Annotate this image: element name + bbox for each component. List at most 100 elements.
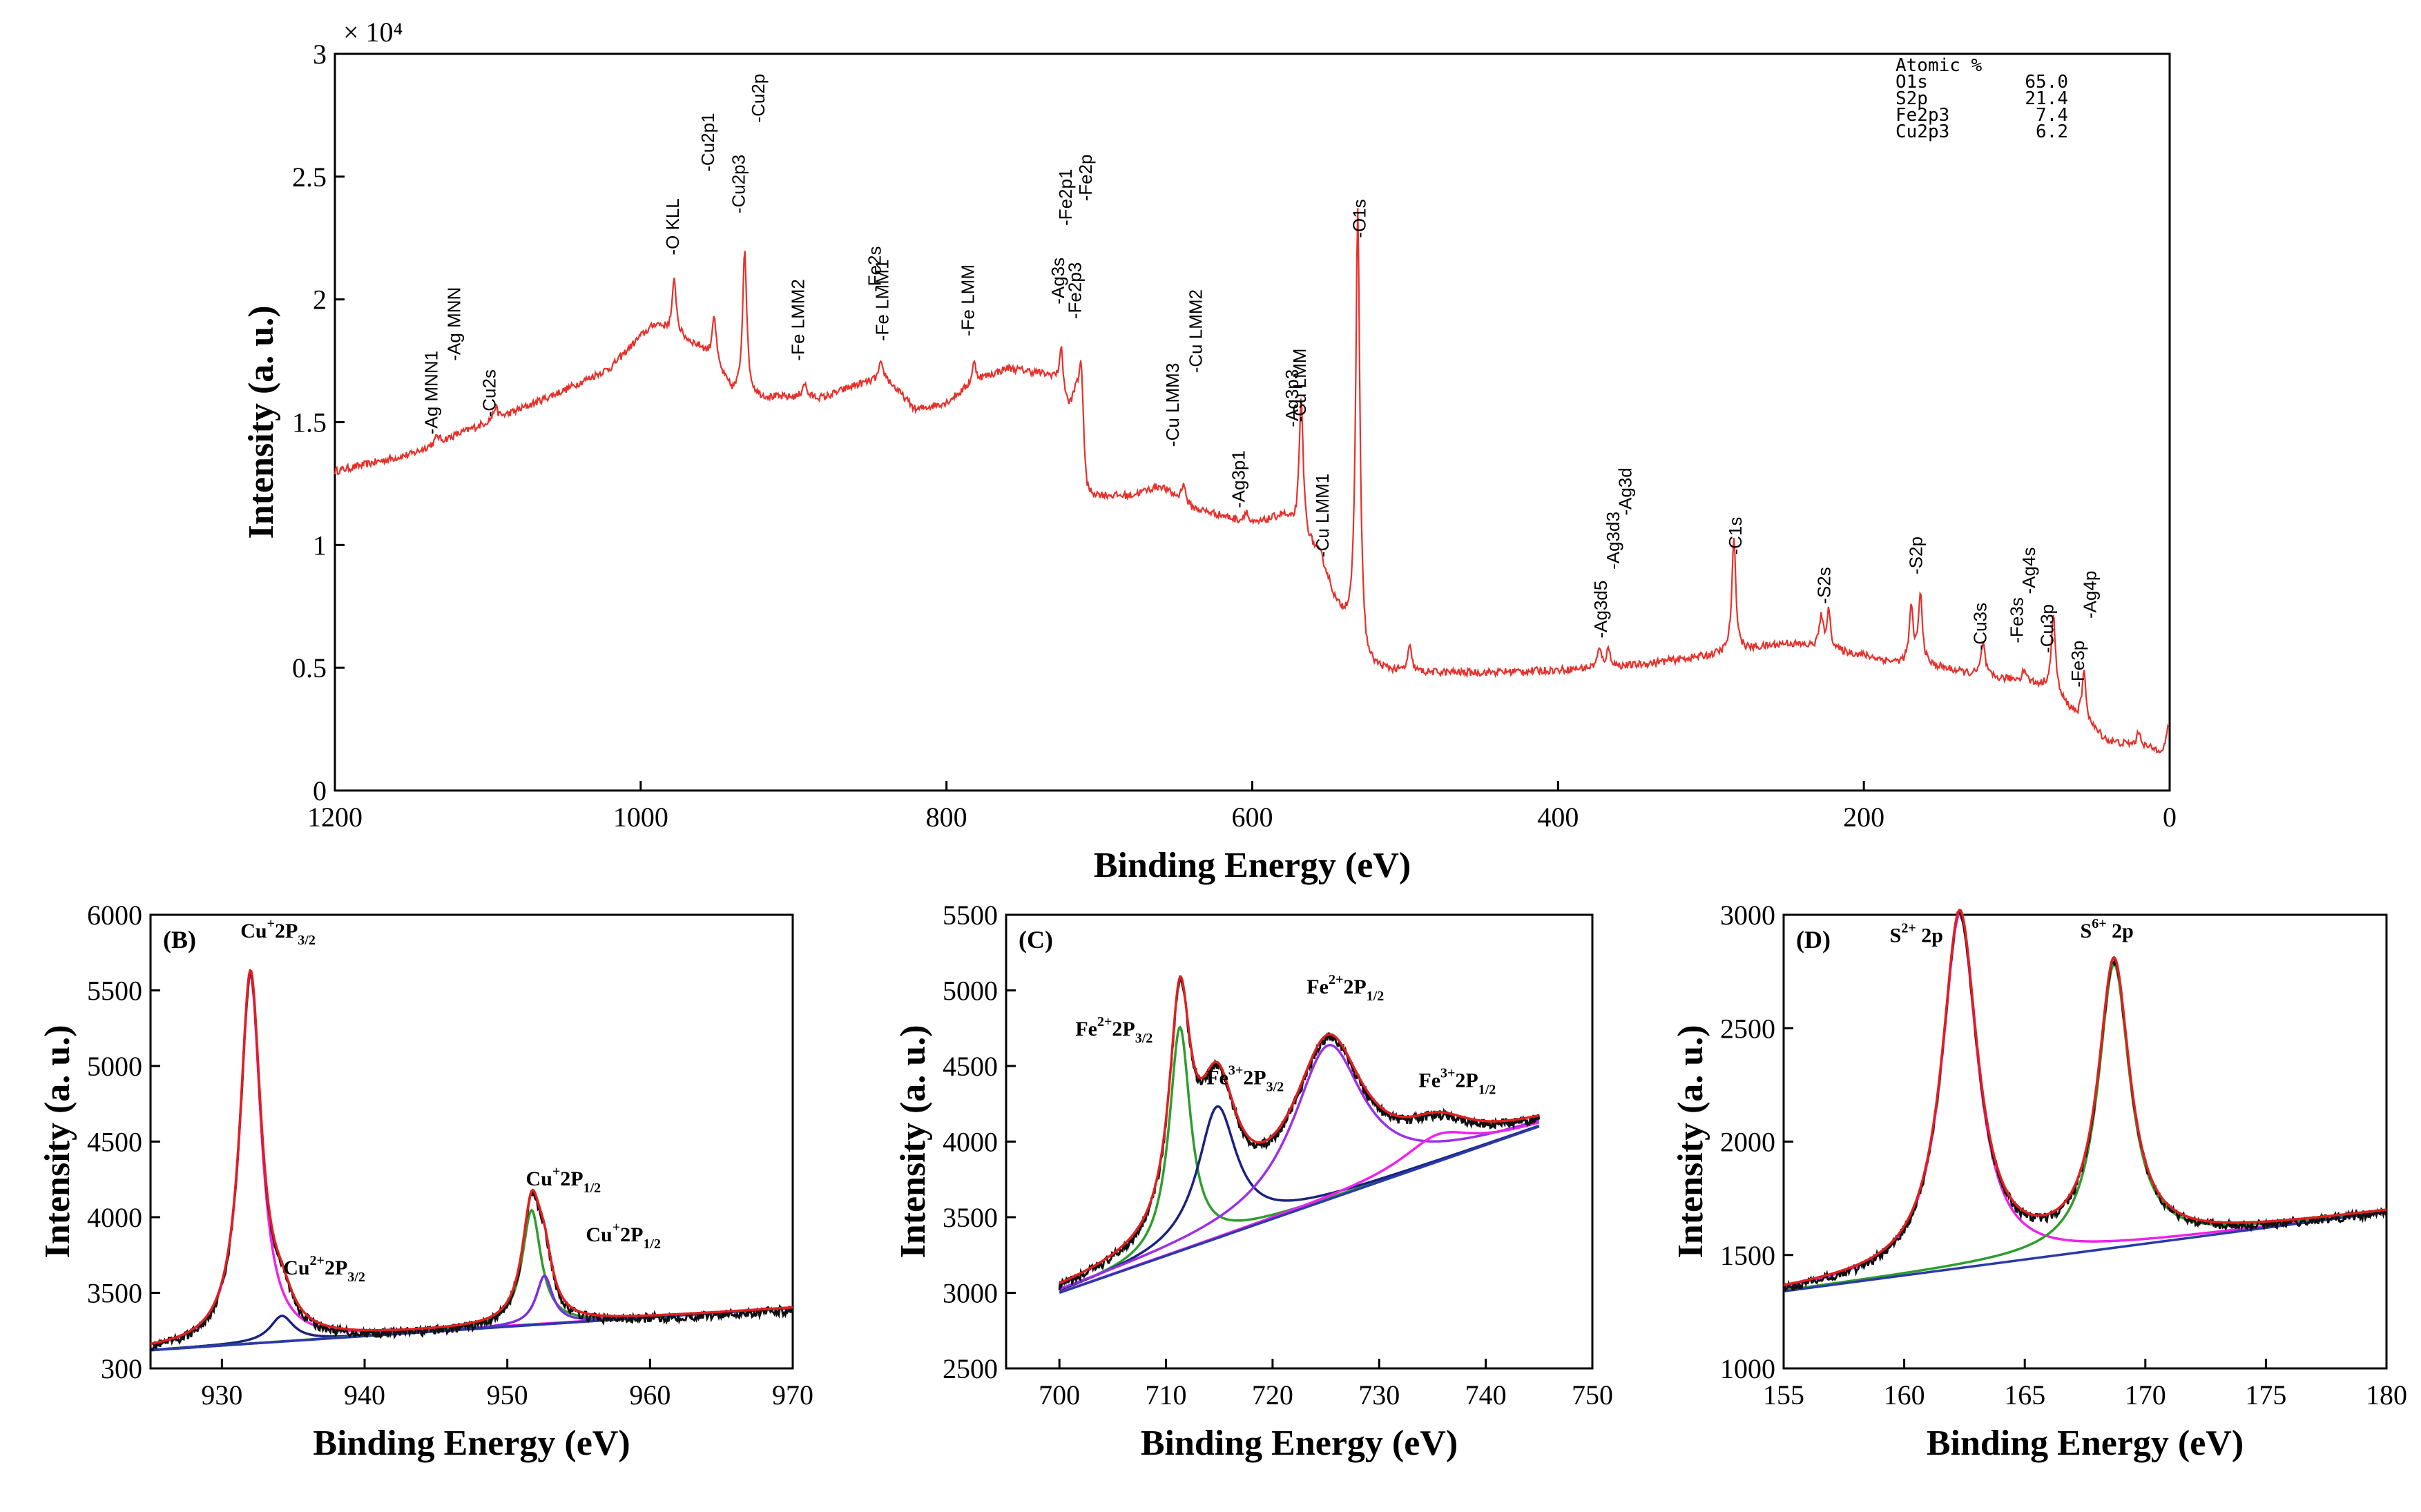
component-label: Fe3+2P1/2 xyxy=(1418,1066,1496,1098)
peak-label: -Fe LMM2 xyxy=(788,279,809,360)
x-tick-label: 600 xyxy=(1232,802,1273,833)
fit-component-line xyxy=(150,973,793,1346)
panel-label: (B) xyxy=(163,926,196,953)
total-fit-line xyxy=(1059,976,1540,1285)
background-line xyxy=(1783,1210,2387,1293)
x-tick-label: 720 xyxy=(1252,1379,1293,1411)
component-label: S2+ 2p xyxy=(1890,920,1943,947)
peak-label: -Ag3d5 xyxy=(1590,581,1611,639)
peak-label: -Ag MNN1 xyxy=(421,351,441,434)
y-tick-label: 4000 xyxy=(87,1202,142,1233)
x-tick-label: 170 xyxy=(2125,1379,2166,1411)
y-tick-label: 3 xyxy=(313,39,327,70)
x-tick-label: 400 xyxy=(1537,802,1579,833)
peak-label: -Fe2p3 xyxy=(1065,262,1086,319)
peak-label: -Cu LMM3 xyxy=(1162,363,1183,447)
chart-panel-2: 700 710 720 730 740 750 2500 3000 3500 4000 4500 50… xyxy=(894,900,1613,1463)
y-tick-label: 2500 xyxy=(943,1353,998,1384)
peak-label: -Ag3d3 xyxy=(1603,512,1623,570)
atomic-table-element: S2p xyxy=(1896,88,1928,109)
chart-panel-1: 930 940 950 960 970 300 3500 4000 4500 5000 5500 60… xyxy=(38,900,813,1463)
peak-label: -Fe2p xyxy=(1075,154,1096,201)
raw-data-line xyxy=(149,970,794,1352)
y-tick-label: 4000 xyxy=(943,1127,998,1158)
atomic-table-header: Atomic % xyxy=(1896,55,1983,76)
x-tick-label: 740 xyxy=(1465,1379,1507,1411)
atomic-table-value: 7.4 xyxy=(2036,105,2068,126)
peak-label: -O1s xyxy=(1349,199,1369,238)
y-tick-label: 2000 xyxy=(1720,1127,1775,1158)
component-label: Cu2+2P3/2 xyxy=(283,1253,365,1285)
y-axis-label: Intensity (a. u.) xyxy=(1671,1025,1710,1258)
peak-label: -Cu LMM1 xyxy=(1312,474,1333,557)
peak-label: -Ag3p1 xyxy=(1228,450,1248,508)
x-tick-label: 700 xyxy=(1039,1379,1080,1411)
y-tick-label: 6000 xyxy=(87,900,142,931)
y-axis-label: Intensity (a. u.) xyxy=(38,1025,77,1258)
peak-label: -Cu3p xyxy=(2037,604,2058,653)
peak-label: -Cu2p xyxy=(748,74,769,123)
survey-spectrum-line xyxy=(334,208,2170,754)
y-tick-label: 5500 xyxy=(943,900,998,931)
x-tick-label: 160 xyxy=(1884,1379,1925,1411)
x-axis-label: Binding Energy (eV) xyxy=(1927,1424,2244,1463)
peak-label: -Fe LMM xyxy=(958,264,978,336)
panel-label: (C) xyxy=(1019,926,1053,953)
y-tick-label: 0.5 xyxy=(292,652,327,684)
x-tick-label: 165 xyxy=(2004,1379,2045,1411)
peak-label: -Ag3d xyxy=(1615,467,1636,515)
peak-label: -S2p xyxy=(1905,536,1926,574)
atomic-table-value: 21.4 xyxy=(2025,88,2068,109)
peak-label: -C1s xyxy=(1725,517,1746,555)
atomic-table-value: 6.2 xyxy=(2036,122,2068,142)
peak-label: -Fe LMM1 xyxy=(872,260,893,341)
x-tick-label: 750 xyxy=(1572,1379,1613,1411)
y-tick-label: 4500 xyxy=(87,1127,142,1158)
peak-label: -Cu3s xyxy=(1969,603,1990,650)
x-tick-label: 180 xyxy=(2366,1379,2407,1411)
component-label: Fe2+2P1/2 xyxy=(1306,972,1384,1004)
plot-frame xyxy=(149,913,794,1370)
x-tick-label: 1000 xyxy=(613,802,668,833)
plot-frame xyxy=(1782,913,2388,1370)
peak-label: -Fe2s xyxy=(864,246,885,292)
fit-component-line xyxy=(1783,913,2387,1288)
peak-label: -Fe3s xyxy=(2006,597,2027,643)
x-tick-label: 970 xyxy=(772,1379,813,1411)
y-tick-label: 1000 xyxy=(1720,1353,1775,1384)
x-tick-label: 960 xyxy=(629,1379,671,1411)
y-multiplier: × 10⁴ xyxy=(343,17,403,48)
component-label: Fe3+2P3/2 xyxy=(1206,1063,1284,1094)
y-tick-label: 3500 xyxy=(943,1202,998,1233)
y-tick-label: 1500 xyxy=(1720,1240,1775,1271)
y-tick-label: 5000 xyxy=(87,1051,142,1082)
y-tick-label: 1.5 xyxy=(292,407,327,438)
peak-label: -Ag4s xyxy=(2018,547,2039,594)
x-tick-label: 155 xyxy=(1763,1379,1804,1411)
x-axis-label: Binding Energy (eV) xyxy=(1141,1424,1458,1463)
x-tick-label: 200 xyxy=(1843,802,1884,833)
x-axis-label: Binding Energy (eV) xyxy=(313,1424,630,1463)
atomic-table-element: Cu2p3 xyxy=(1896,122,1949,142)
peak-label: -Cu2s xyxy=(479,369,499,417)
peak-label: -Cu2p1 xyxy=(697,113,718,171)
y-tick-label: 0 xyxy=(313,775,327,806)
x-tick-label: 175 xyxy=(2245,1379,2286,1411)
fit-component-line xyxy=(1059,1043,1540,1290)
peak-label: -O KLL xyxy=(662,198,683,255)
peak-label: -Cu LMM xyxy=(1289,349,1310,423)
component-label: Cu+2P1/2 xyxy=(526,1164,601,1196)
background-line xyxy=(1059,1125,1540,1295)
total-fit-line xyxy=(150,969,793,1346)
atomic-table-value: 65.0 xyxy=(2025,72,2068,93)
x-tick-label: 930 xyxy=(201,1379,242,1411)
plot-frame xyxy=(1005,913,1594,1370)
x-tick-label: 710 xyxy=(1146,1379,1187,1411)
y-tick-label: 2500 xyxy=(1720,1013,1775,1044)
plot-frame xyxy=(334,52,2171,792)
component-label: Cu+2P3/2 xyxy=(240,916,316,948)
y-tick-label: 3000 xyxy=(943,1278,998,1309)
raw-data-line xyxy=(1782,910,2388,1292)
component-label: Cu+2P1/2 xyxy=(586,1220,661,1252)
